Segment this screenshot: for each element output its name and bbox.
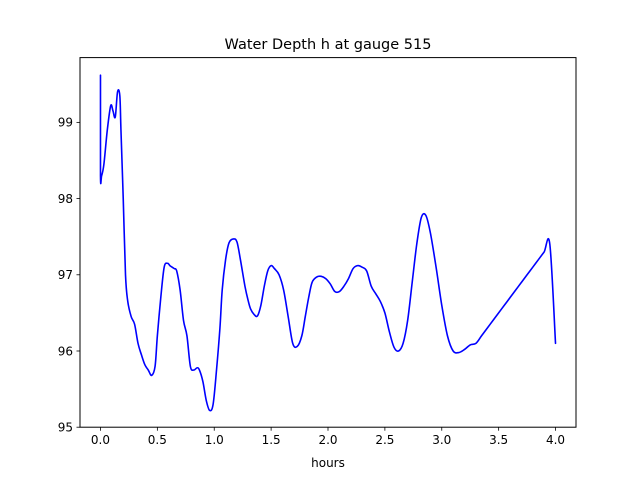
x-tick-label: 0.0: [91, 433, 110, 447]
x-tick-label: 4.0: [546, 433, 565, 447]
chart-title: Water Depth h at gauge 515: [225, 37, 432, 53]
x-tick-label: 1.5: [262, 433, 281, 447]
plot-area: [80, 57, 576, 428]
plot-layer: [99, 74, 557, 412]
x-tick-label: 2.5: [375, 433, 394, 447]
x-tick-label: 3.0: [432, 433, 451, 447]
y-tick-label: 99: [58, 116, 73, 130]
x-axis-label: hours: [311, 456, 345, 470]
series-line-0: [99, 74, 557, 412]
y-tick-label: 96: [58, 344, 73, 358]
x-tick-label: 3.5: [489, 433, 508, 447]
y-axis: 95 96 97 98 99: [58, 116, 80, 435]
x-tick-label: 1.0: [205, 433, 224, 447]
y-tick-label: 95: [58, 421, 73, 435]
y-tick-label: 97: [58, 268, 73, 282]
x-tick-label: 0.5: [148, 433, 167, 447]
x-axis: 0.0 0.5 1.0 1.5 2.0 2.5 3.0 3.5 4.0: [91, 427, 565, 447]
plot-frame: [79, 57, 577, 428]
x-tick-label: 2.0: [318, 433, 337, 447]
y-tick-label: 98: [58, 192, 73, 206]
